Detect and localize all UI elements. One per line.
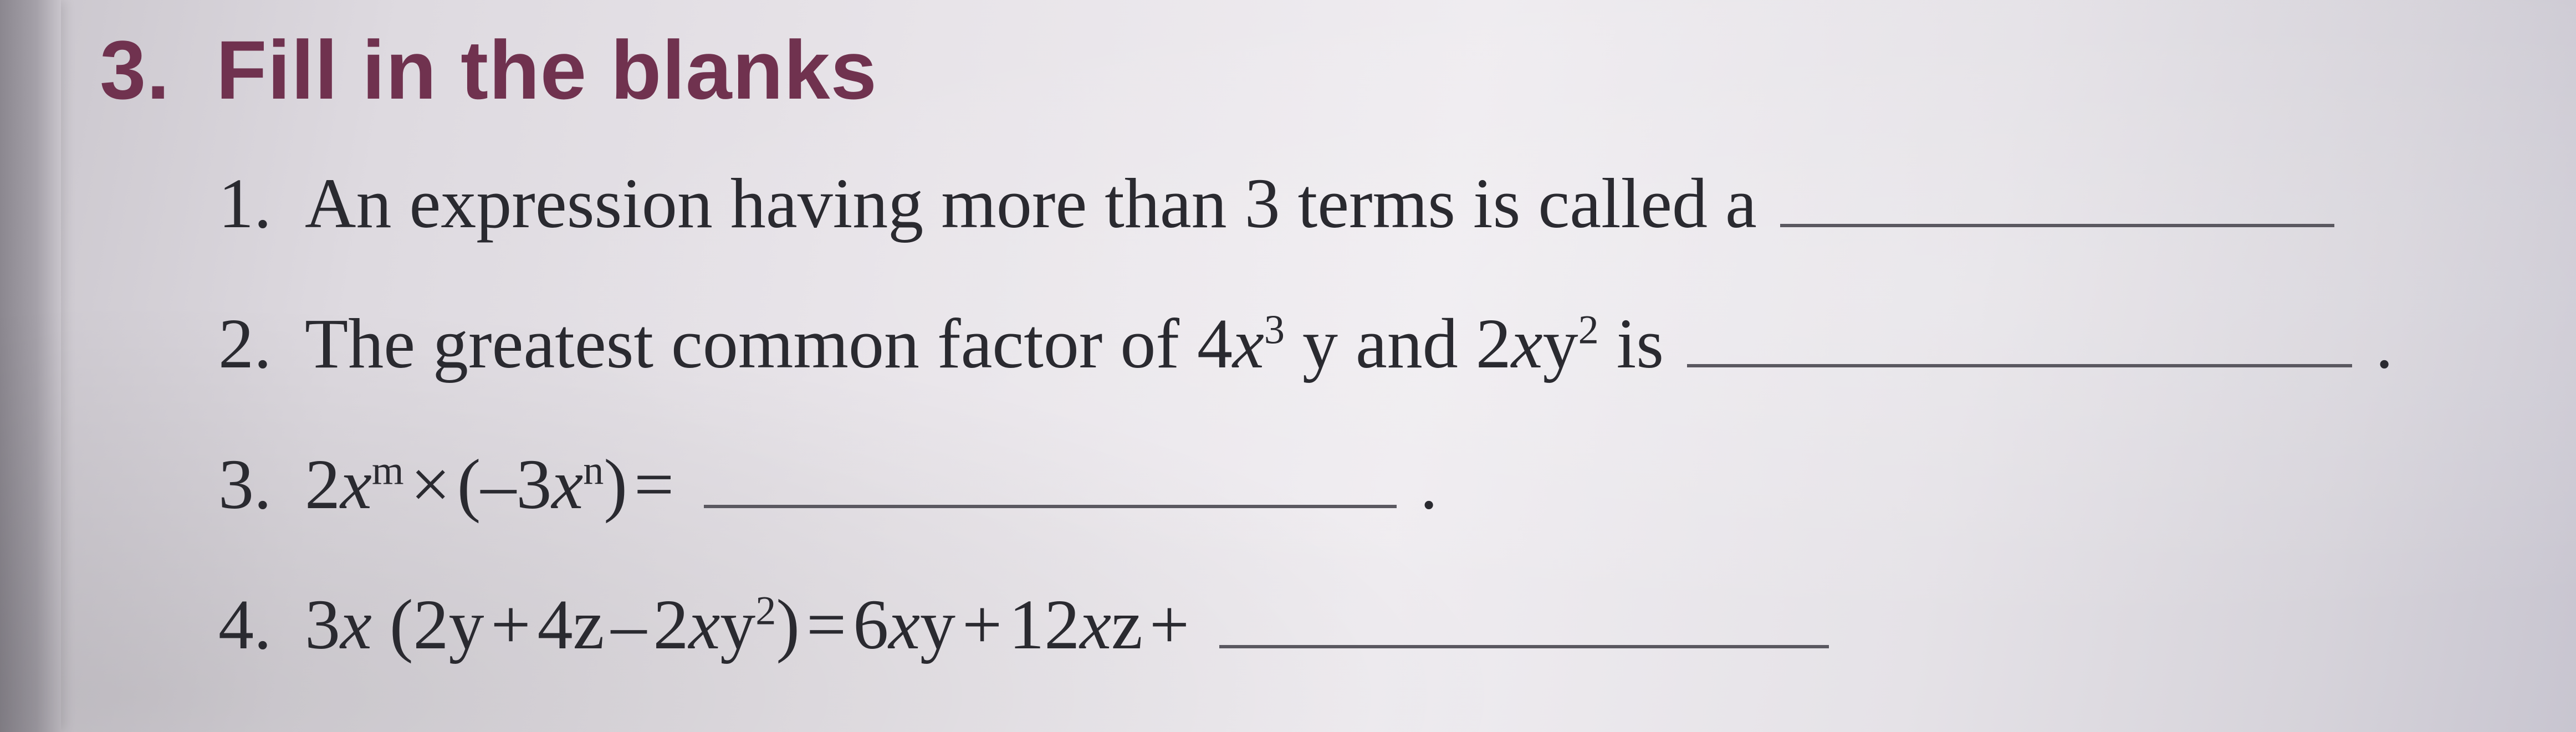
fill-blank (1780, 221, 2334, 227)
fill-blank (1219, 642, 1829, 648)
page-content: 3. Fill in the blanks 1. An expression h… (100, 22, 2543, 710)
section-title-text: Fill in the blanks (216, 23, 877, 116)
math-expression: 2xm×(–3xn)= (305, 445, 681, 524)
fill-blank (1687, 361, 2352, 367)
section-heading: 3. Fill in the blanks (100, 22, 2543, 118)
item-body: 2xm×(–3xn)= . (305, 429, 1438, 539)
item-body: An expression having more than 3 terms i… (305, 149, 2340, 258)
book-spine-shadow (0, 0, 61, 732)
item-text: An expression having more than 3 terms i… (305, 164, 1757, 243)
item-text: . (1420, 445, 1438, 524)
item-body: 3x (2y+4z–2xy2)=6xy+12xz+ (305, 570, 1834, 679)
item-number: 4. (200, 570, 272, 679)
item-body: The greatest common factor of 4x3 y and … (305, 289, 2393, 398)
fill-blank (704, 501, 1397, 508)
math-expression: 2xy2 (1476, 304, 1599, 383)
item-text: . (2375, 304, 2393, 383)
item-text: and (1356, 304, 1476, 383)
item-text: is (1617, 304, 1664, 383)
math-expression: 3x (2y+4z–2xy2)=6xy+12xz+ (305, 585, 1196, 664)
question-list: 1. An expression having more than 3 term… (200, 149, 2543, 680)
item-number: 1. (200, 149, 272, 258)
section-number: 3. (100, 23, 170, 116)
item-text: The greatest common factor of (305, 304, 1197, 383)
list-item: 3. 2xm×(–3xn)= . (200, 429, 2543, 539)
item-number: 2. (200, 289, 272, 398)
list-item: 4. 3x (2y+4z–2xy2)=6xy+12xz+ (200, 570, 2543, 679)
math-expression: 4x3 y (1197, 304, 1338, 383)
list-item: 1. An expression having more than 3 term… (200, 149, 2543, 258)
item-number: 3. (200, 429, 272, 539)
list-item: 2. The greatest common factor of 4x3 y a… (200, 289, 2543, 398)
